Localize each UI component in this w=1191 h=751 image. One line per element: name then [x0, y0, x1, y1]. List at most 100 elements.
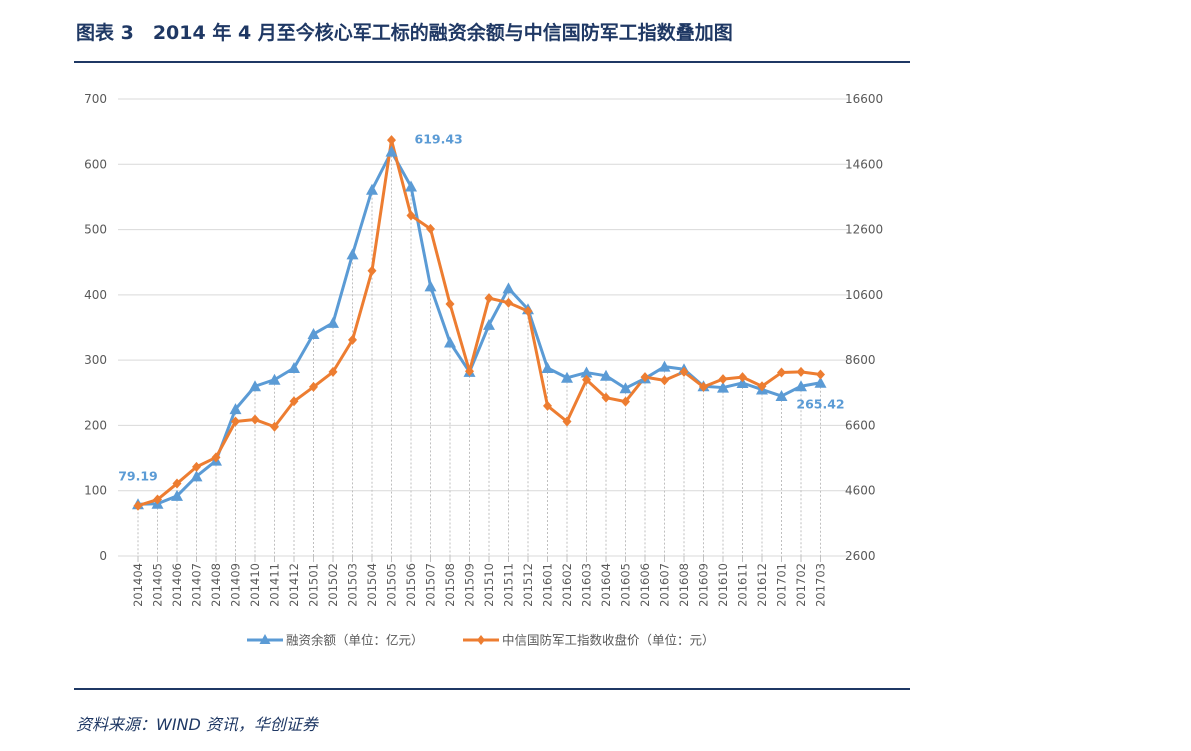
marker-index [621, 396, 630, 407]
marker-index [426, 223, 435, 234]
marker-index [504, 297, 513, 308]
x-tick-label: 201506 [404, 563, 418, 607]
x-tick-label: 201512 [521, 563, 535, 607]
marker-index [660, 375, 669, 386]
legend-marker-diamond [477, 635, 485, 645]
x-tick-label: 201602 [560, 563, 574, 607]
source-note: 资料来源：WIND 资讯，华创证券 [76, 715, 318, 734]
marker-index [192, 461, 201, 472]
marker-index [153, 494, 162, 505]
data-label-peak: 619.43 [415, 132, 463, 147]
marker-financing [171, 489, 183, 501]
series-line-financing [137, 150, 821, 506]
marker-financing [736, 376, 749, 388]
marker-financing [600, 369, 612, 381]
marker-index [484, 293, 494, 304]
marker-index [211, 452, 221, 463]
marker-index [679, 366, 689, 377]
marker-index [348, 334, 357, 345]
bottom-rule [74, 688, 910, 690]
x-tick-label: 201405 [151, 563, 165, 607]
x-tick-label: 201607 [658, 563, 672, 607]
marker-financing [619, 382, 632, 394]
x-tick-label: 201701 [775, 563, 789, 607]
marker-index [757, 381, 767, 392]
marker-financing [268, 373, 281, 385]
y-left-tick: 0 [99, 549, 107, 563]
marker-index [387, 135, 396, 146]
marker-financing [405, 180, 417, 192]
marker-financing [541, 361, 554, 373]
marker-index [406, 210, 416, 221]
x-tick-label: 201702 [794, 563, 808, 607]
x-tick-label: 201407 [190, 563, 204, 607]
marker-financing [288, 361, 300, 373]
x-tick-label: 201610 [716, 563, 730, 607]
marker-index [523, 306, 533, 317]
marker-financing [307, 328, 320, 340]
x-tick-label: 201404 [131, 563, 145, 607]
x-tick-label: 201505 [385, 563, 399, 607]
y-left-tick: 500 [84, 223, 107, 237]
marker-index [309, 381, 318, 392]
x-tick-label: 201703 [814, 563, 828, 607]
marker-index [270, 421, 279, 432]
x-tick-label: 201502 [326, 563, 340, 607]
y-right-tick: 6600 [845, 418, 876, 432]
data-label-first: 79.19 [118, 468, 158, 483]
series-line-index [137, 138, 821, 508]
marker-index [738, 372, 747, 383]
x-tick-label: 201603 [580, 563, 594, 607]
marker-index [640, 372, 650, 383]
right-axis: 2600 4600 6600 8600 10600 12600 14600 16600 [845, 92, 883, 563]
marker-index [328, 366, 338, 377]
x-tick-label: 201608 [677, 563, 691, 607]
legend-label-index: 中信国防军工指数收盘价（单位：元） [502, 633, 715, 648]
marker-financing [775, 390, 788, 402]
y-right-tick: 2600 [845, 549, 876, 563]
markers [132, 135, 827, 511]
y-right-tick: 14600 [845, 157, 883, 171]
legend-marker-triangle [259, 634, 271, 644]
x-tick-label: 201605 [619, 563, 633, 607]
marker-index [231, 416, 240, 427]
marker-financing [444, 336, 456, 348]
marker-financing [502, 282, 515, 294]
marker-financing [327, 316, 339, 328]
x-tick-label: 201406 [170, 563, 184, 607]
marker-index [172, 478, 182, 489]
y-left-tick: 700 [84, 92, 107, 106]
marker-financing [229, 403, 242, 415]
y-right-tick: 16600 [845, 92, 883, 106]
marker-financing [717, 381, 729, 393]
marker-index [289, 396, 299, 407]
y-right-tick: 12600 [845, 223, 883, 237]
y-right-tick: 8600 [845, 353, 876, 367]
x-tick-label: 201609 [697, 563, 711, 607]
left-axis: 0 100 200 300 400 500 600 700 [84, 92, 107, 563]
marker-index [718, 374, 728, 385]
x-tick-label: 201606 [638, 563, 652, 607]
x-tick-label: 201504 [365, 563, 379, 607]
series-lines [137, 138, 821, 508]
y-left-tick: 400 [84, 288, 107, 302]
data-label-last: 265.42 [796, 397, 844, 412]
marker-financing [190, 470, 203, 482]
x-axis: 201404 201405 201406 201407 201408 201409 2014… [131, 556, 828, 607]
marker-financing [346, 248, 359, 260]
x-tick-label: 201411 [268, 563, 282, 607]
y-left-tick: 100 [84, 484, 107, 498]
marker-financing [580, 366, 593, 378]
marker-index [777, 367, 786, 378]
y-left-tick: 300 [84, 353, 107, 367]
x-tick-label: 201612 [755, 563, 769, 607]
y-right-tick: 4600 [845, 484, 876, 498]
grid [118, 98, 848, 557]
y-left-tick: 600 [84, 157, 107, 171]
y-right-tick: 10600 [845, 288, 883, 302]
marker-financing [366, 183, 378, 195]
marker-index [445, 298, 455, 309]
marker-financing [561, 371, 573, 383]
legend: 融资余额（单位：亿元） 中信国防军工指数收盘价（单位：元） [247, 633, 715, 648]
